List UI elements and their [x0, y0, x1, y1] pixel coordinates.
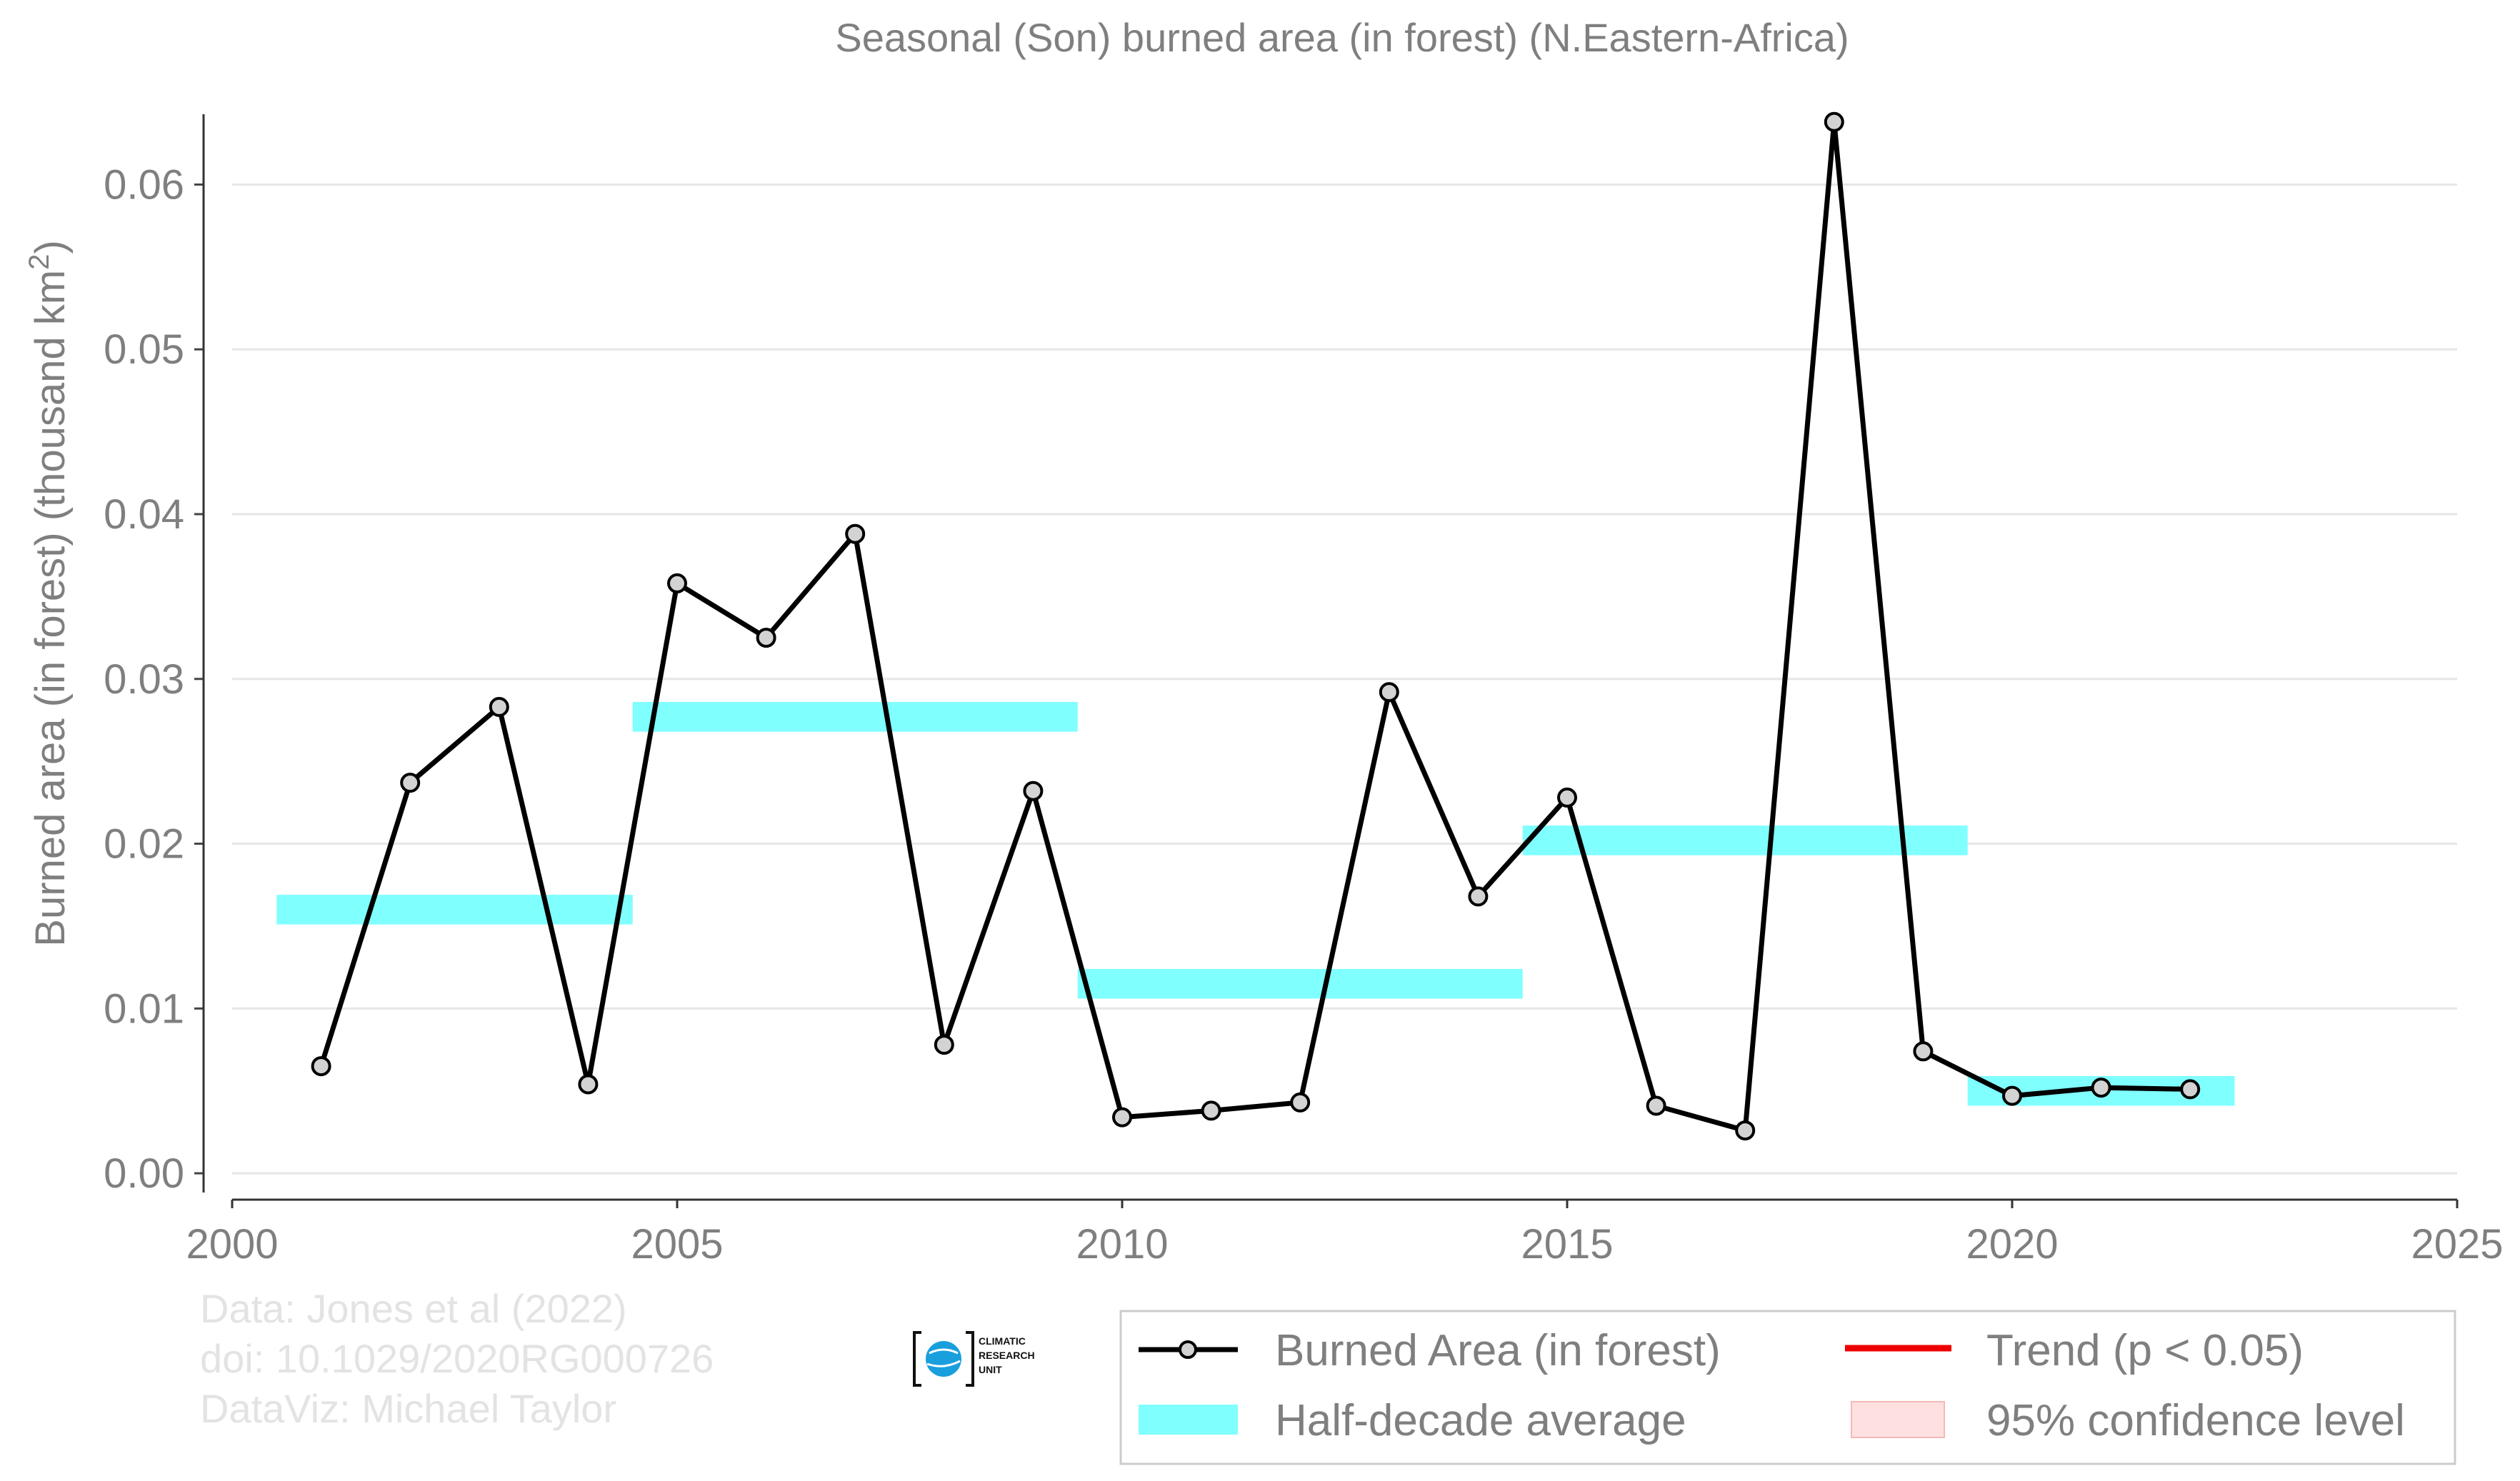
logo-line-1: CLIMATIC [979, 1335, 1026, 1347]
y-tick-label: 0.03 [104, 656, 184, 703]
data-point [667, 573, 687, 593]
legend-label-burned: Burned Area (in forest) [1275, 1326, 1721, 1375]
data-point [1468, 886, 1489, 907]
gridlines [232, 183, 2457, 1175]
data-point [2091, 1078, 2111, 1098]
data-point [1023, 780, 1044, 801]
legend-label-average: Half-decade average [1275, 1396, 1686, 1445]
x-tick-label: 2010 [1076, 1221, 1168, 1267]
x-tick-label: 2020 [1966, 1221, 2058, 1267]
logo-line-3: UNIT [979, 1364, 1002, 1375]
credit-doi: doi: 10.1029/2020RG000726 [200, 1336, 714, 1381]
legend: Burned Area (in forest) Trend (p < 0.05)… [1119, 1310, 2456, 1465]
x-tick-label: 2015 [1521, 1221, 1613, 1267]
y-tick-label: 0.04 [104, 491, 184, 538]
legend-box [1119, 1310, 2456, 1465]
credit-dataviz: DataViz: Michael Taylor [200, 1386, 616, 1431]
axes: 0.00 0.01 0.02 0.03 0.04 0.05 0.06 2000 2005 2010… [104, 114, 2504, 1267]
half-decade-averages [276, 702, 2235, 1106]
y-axis-label: Burned area (in forest) (thousand km2) [24, 240, 74, 946]
x-tick-label: 2025 [2411, 1221, 2503, 1267]
data-point [845, 523, 866, 544]
x-tick-label: 2005 [631, 1221, 723, 1267]
data-point [1112, 1107, 1132, 1128]
logo-line-2: RESEARCH [979, 1350, 1035, 1361]
half-decade-average-bar [1077, 968, 1523, 999]
data-point [1735, 1120, 1756, 1141]
x-tick-label: 2000 [186, 1221, 278, 1267]
legend-confidence-patch [1851, 1401, 1945, 1438]
legend-average-band [1139, 1405, 1238, 1435]
data-point [1379, 682, 1399, 703]
data-point [400, 773, 421, 793]
legend-marker [1179, 1340, 1197, 1359]
y-tick-label: 0.06 [104, 161, 184, 208]
y-tick-label: 0.01 [104, 985, 184, 1032]
legend-label-trend: Trend (p < 0.05) [1986, 1326, 2304, 1375]
globe-icon [926, 1341, 961, 1377]
data-point [1913, 1041, 1934, 1062]
half-decade-average-bar [1522, 825, 1968, 855]
y-tick-label: 0.05 [104, 326, 184, 373]
data-point [1201, 1100, 1221, 1121]
burned-area-line [319, 121, 2191, 1134]
credits: Data: Jones et al (2022) doi: 10.1029/20… [200, 1286, 714, 1431]
legend-label-confidence: 95% confidence level [1986, 1396, 2405, 1445]
data-point [2002, 1085, 2022, 1106]
data-series [311, 111, 2201, 1141]
data-point [1290, 1092, 1311, 1113]
data-point [1557, 787, 1577, 808]
data-point [1824, 111, 1844, 132]
data-point [311, 1056, 331, 1077]
data-point [2180, 1079, 2201, 1100]
half-decade-average-bar [632, 702, 1078, 732]
data-point [489, 697, 509, 717]
y-tick-label: 0.00 [104, 1150, 184, 1197]
chart-title: Seasonal (Son) burned area (in forest) (… [835, 15, 1849, 60]
data-point [934, 1035, 954, 1055]
half-decade-average-bar [276, 895, 633, 925]
data-point [578, 1074, 599, 1095]
y-tick-label: 0.02 [104, 821, 184, 868]
data-point [1646, 1095, 1666, 1116]
credit-data: Data: Jones et al (2022) [200, 1286, 627, 1331]
data-point [756, 628, 776, 648]
cru-logo: CLIMATIC RESEARCH UNIT [913, 1331, 1035, 1387]
